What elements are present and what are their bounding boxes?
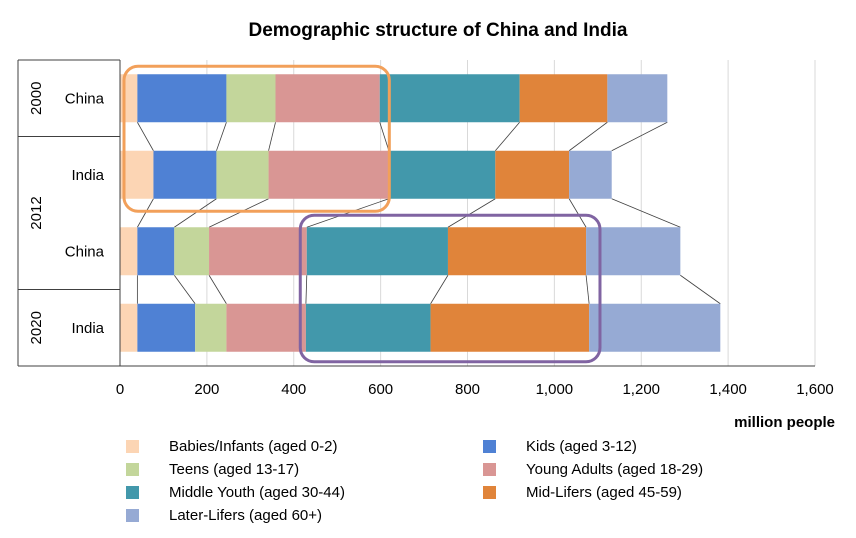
x-tick-label: 1,000 xyxy=(536,381,574,398)
x-tick-label: 1,600 xyxy=(796,381,834,398)
connector-line xyxy=(174,198,217,228)
bar-segment xyxy=(137,227,175,276)
bar-segment xyxy=(153,150,217,199)
connector-line xyxy=(216,122,227,151)
connector-line xyxy=(430,275,449,304)
bar-segment xyxy=(195,303,227,352)
x-tick-label: 400 xyxy=(281,381,306,398)
bar-segment xyxy=(607,74,668,123)
connector-line xyxy=(137,198,154,228)
connector-line xyxy=(611,198,681,228)
connector-line xyxy=(268,122,276,151)
bar-segment xyxy=(226,303,306,352)
bar-segment xyxy=(305,303,431,352)
bar-segment xyxy=(209,227,307,276)
x-tick-label: 800 xyxy=(455,381,480,398)
bar-segment xyxy=(519,74,608,123)
connector-lines xyxy=(136,121,721,305)
connector-line xyxy=(305,275,308,304)
connector-line xyxy=(585,275,590,304)
connector-line xyxy=(306,198,390,228)
bar-segment xyxy=(216,150,269,199)
category-label: India xyxy=(71,320,104,337)
group-label: 2000 xyxy=(28,82,45,115)
bar-segment xyxy=(268,150,389,199)
bar-segment xyxy=(120,150,154,199)
x-tick-label: 0 xyxy=(116,381,124,398)
connector-line xyxy=(680,274,721,305)
highlight-box-elders xyxy=(298,213,602,364)
x-tick-label: 600 xyxy=(368,381,393,398)
connector-line xyxy=(379,122,390,151)
bar-segment xyxy=(275,74,380,123)
connector-line xyxy=(173,275,196,304)
bar-segment xyxy=(137,74,227,123)
bar-segment xyxy=(306,227,448,276)
connector-line xyxy=(611,121,668,152)
highlight-boxes xyxy=(122,64,602,364)
category-label: China xyxy=(65,90,105,107)
x-tick-label: 200 xyxy=(194,381,219,398)
connector-line xyxy=(137,122,154,151)
bar-segment xyxy=(379,74,520,123)
connector-line xyxy=(208,275,227,304)
axes xyxy=(18,59,815,367)
connector-line xyxy=(447,198,496,228)
bar-segment xyxy=(569,150,612,199)
bar-segment xyxy=(589,303,721,352)
bar-segment xyxy=(120,227,138,276)
x-tick-label: 1,400 xyxy=(709,381,747,398)
category-label: India xyxy=(71,167,104,184)
bar-segment xyxy=(137,303,196,352)
x-tick-labels: 0 200 400 600 800 1,000 1,200 1,400 1,600 xyxy=(116,381,834,398)
bar-segment xyxy=(586,227,681,276)
bar-segment xyxy=(447,227,587,276)
connector-line xyxy=(208,198,269,228)
bar-segment xyxy=(388,150,496,199)
bar-segment xyxy=(495,150,570,199)
chart-title: Demographic structure of China and India xyxy=(249,20,628,41)
bar-segment xyxy=(430,303,590,352)
highlight-box-youth xyxy=(122,64,391,213)
connector-line xyxy=(494,121,520,152)
x-tick-label: 1,200 xyxy=(622,381,660,398)
x-axis-title: million people xyxy=(734,414,835,431)
y-axis-labels: China India China India 2000 2012 2020 xyxy=(17,60,120,366)
bar-segment xyxy=(174,227,210,276)
connector-line xyxy=(568,121,608,152)
bar-segment xyxy=(226,74,276,123)
category-label: China xyxy=(65,243,105,260)
connector-line xyxy=(568,198,587,228)
group-label: 2012 xyxy=(28,196,45,229)
group-label: 2020 xyxy=(28,311,45,344)
bar-segment xyxy=(120,303,138,352)
bar-segments xyxy=(120,74,721,352)
